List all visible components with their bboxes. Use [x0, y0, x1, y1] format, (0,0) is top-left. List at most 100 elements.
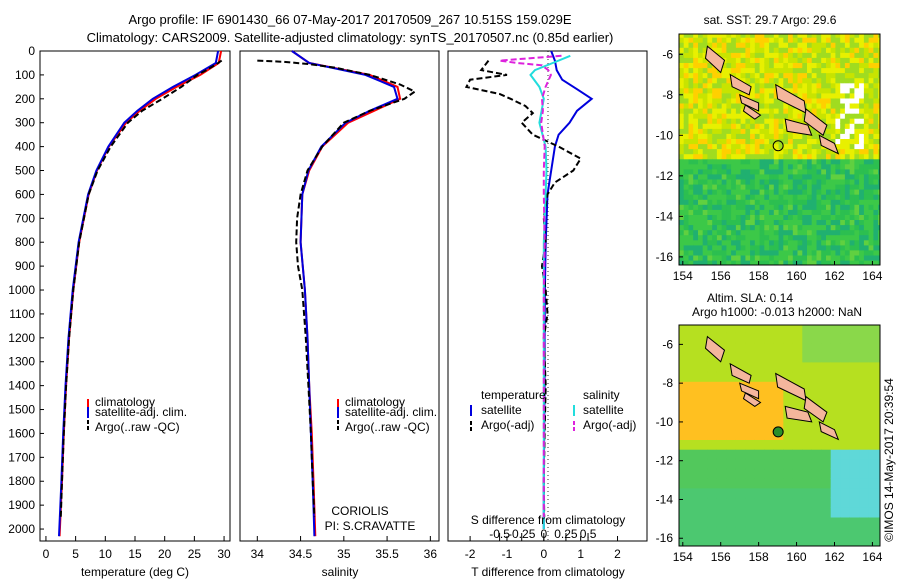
heatmap-cell — [726, 332, 737, 344]
s-tick-label: 0.5 — [580, 527, 597, 541]
heatmap-cell — [878, 158, 880, 165]
heatmap-cell — [783, 325, 794, 334]
heatmap-cell — [750, 72, 756, 79]
heatmap-cell — [873, 52, 879, 58]
heatmap-cell — [688, 342, 699, 353]
heatmap-cell — [679, 138, 685, 145]
heatmap-cell — [759, 143, 765, 150]
heatmap-cell — [712, 37, 718, 43]
heatmap-cell — [726, 77, 732, 84]
heatmap-cell — [764, 239, 770, 246]
heatmap-cell — [878, 239, 880, 246]
heatmap-cell — [698, 381, 709, 392]
heatmap-cell — [859, 158, 865, 165]
heatmap-cell — [773, 468, 784, 479]
series-line-argorawqc — [257, 59, 417, 518]
heatmap-cell — [773, 37, 780, 43]
heatmap-cell — [826, 249, 832, 256]
heatmap-cell — [707, 224, 713, 231]
series-line-argorawqc — [59, 59, 223, 518]
heatmap-cell — [859, 148, 865, 155]
heatmap-cell — [707, 234, 713, 241]
heatmap-cell — [821, 497, 832, 508]
heatmap-cell — [811, 458, 822, 470]
heatmap-cell — [816, 102, 822, 109]
heatmap-cell — [826, 259, 832, 265]
heatmap-cell — [859, 439, 870, 450]
heatmap-cell — [830, 458, 841, 470]
heatmap-cell — [712, 214, 718, 220]
heatmap-cell — [683, 52, 689, 58]
heatmap-cell — [740, 123, 746, 129]
heatmap-cell — [783, 516, 794, 528]
heatmap-cell — [778, 148, 784, 155]
heatmap-cell — [693, 72, 699, 79]
heatmap-cell — [807, 254, 813, 261]
heatmap-cell — [698, 249, 704, 256]
heatmap-cell — [688, 254, 694, 261]
x-tick-label: 15 — [128, 547, 142, 561]
heatmap-cell — [792, 516, 803, 528]
heatmap-cell — [811, 219, 817, 226]
heatmap-cell — [844, 244, 851, 251]
heatmap-cell — [698, 72, 704, 79]
heatmap-cell — [878, 123, 880, 129]
island — [784, 118, 813, 136]
heatmap-cell — [859, 108, 865, 114]
heatmap-cell — [745, 468, 756, 479]
heatmap-cell — [712, 153, 718, 160]
heatmap-cell — [873, 77, 879, 84]
heatmap-cell — [693, 209, 699, 215]
heatmap-cell — [726, 143, 732, 150]
heatmap-cell — [821, 400, 832, 411]
heatmap-cell — [873, 92, 879, 99]
legend-t-satellite: satellite — [481, 403, 522, 417]
heatmap-cell — [849, 420, 860, 431]
heatmap-cell — [783, 168, 789, 175]
heatmap-cell — [679, 47, 685, 53]
heatmap-cell — [745, 199, 751, 205]
heatmap-cell — [854, 239, 860, 246]
heatmap-cell — [859, 219, 865, 226]
heatmap-cell — [698, 234, 704, 241]
heatmap-cell — [830, 449, 841, 460]
sla-map-lat-axis: -6-8-10-12-14-16 — [656, 337, 683, 545]
heatmap-cell — [778, 234, 784, 241]
lat-tick-label: -16 — [656, 531, 674, 545]
heatmap-cell — [792, 214, 799, 220]
heatmap-cell — [844, 143, 851, 150]
heatmap-cell — [849, 478, 860, 489]
heatmap-cell — [750, 244, 756, 251]
heatmap-cell — [698, 209, 704, 215]
heatmap-cell — [811, 325, 822, 334]
heatmap-cell — [821, 219, 827, 226]
heatmap-cell — [854, 224, 860, 231]
heatmap-cell — [849, 400, 860, 411]
heatmap-cell — [688, 497, 699, 508]
heatmap-cell — [759, 219, 765, 226]
heatmap-cell — [788, 143, 794, 150]
heatmap-cell — [868, 128, 874, 134]
heatmap-cell — [821, 229, 827, 236]
heatmap-cell — [878, 390, 880, 402]
heatmap-cell — [840, 381, 851, 392]
heatmap-cell — [830, 133, 836, 139]
heatmap-cell — [835, 158, 841, 165]
heatmap-cell — [840, 361, 851, 373]
heatmap-cell — [849, 507, 860, 518]
heatmap-cell — [750, 168, 756, 175]
heatmap-cell — [797, 204, 803, 210]
x-tick-label: 30 — [217, 547, 231, 561]
pi-label: PI: S.CRAVATTE — [325, 519, 416, 533]
heatmap-cell — [745, 420, 756, 431]
heatmap-cell — [854, 153, 860, 160]
heatmap-cell — [688, 168, 694, 175]
heatmap-cell — [726, 429, 737, 440]
heatmap-cell — [873, 42, 879, 48]
heatmap-cell — [792, 526, 803, 537]
heatmap-cell — [788, 219, 794, 226]
heatmap-cell — [868, 194, 874, 200]
heatmap-cell — [683, 97, 689, 104]
heatmap-cell — [821, 153, 827, 160]
heatmap-cell — [816, 209, 822, 215]
